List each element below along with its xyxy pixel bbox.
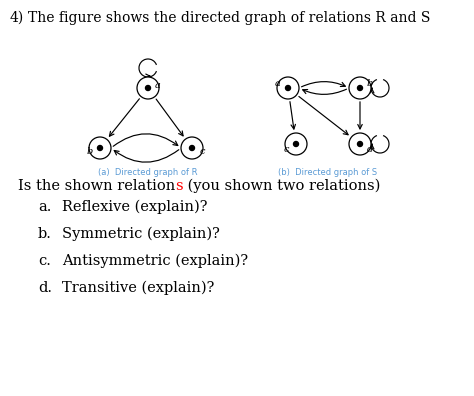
Text: b.: b. xyxy=(38,227,52,241)
Circle shape xyxy=(349,77,371,99)
Circle shape xyxy=(285,86,291,91)
Text: d: d xyxy=(367,145,373,154)
Circle shape xyxy=(285,133,307,155)
Circle shape xyxy=(137,77,159,99)
Text: (you shown two relations): (you shown two relations) xyxy=(183,179,380,193)
Text: a: a xyxy=(155,82,161,91)
Text: c: c xyxy=(199,147,205,156)
Circle shape xyxy=(146,86,151,91)
Text: (a)  Directed graph of R: (a) Directed graph of R xyxy=(98,168,198,177)
Circle shape xyxy=(349,133,371,155)
Text: Reflexive (explain)?: Reflexive (explain)? xyxy=(62,200,208,214)
Circle shape xyxy=(357,141,363,147)
Text: c: c xyxy=(283,145,289,154)
Circle shape xyxy=(190,145,194,150)
Circle shape xyxy=(357,86,363,91)
Text: b: b xyxy=(367,78,373,88)
Circle shape xyxy=(98,145,102,150)
Text: Is the shown relation: Is the shown relation xyxy=(18,179,175,193)
Text: s: s xyxy=(175,179,183,193)
Text: (b)  Directed graph of S: (b) Directed graph of S xyxy=(278,168,378,177)
Text: Symmetric (explain)?: Symmetric (explain)? xyxy=(62,227,220,242)
Text: Antisymmetric (explain)?: Antisymmetric (explain)? xyxy=(62,254,248,268)
Text: Transitive (explain)?: Transitive (explain)? xyxy=(62,281,214,295)
Text: The figure shows the directed graph of relations R and S: The figure shows the directed graph of r… xyxy=(28,11,430,25)
Text: a: a xyxy=(275,78,281,88)
Circle shape xyxy=(293,141,299,147)
Text: 4): 4) xyxy=(10,11,24,25)
Circle shape xyxy=(181,137,203,159)
Text: d.: d. xyxy=(38,281,52,295)
Text: c.: c. xyxy=(38,254,51,268)
Text: b: b xyxy=(87,147,93,156)
Circle shape xyxy=(89,137,111,159)
Circle shape xyxy=(277,77,299,99)
Text: a.: a. xyxy=(38,200,51,214)
